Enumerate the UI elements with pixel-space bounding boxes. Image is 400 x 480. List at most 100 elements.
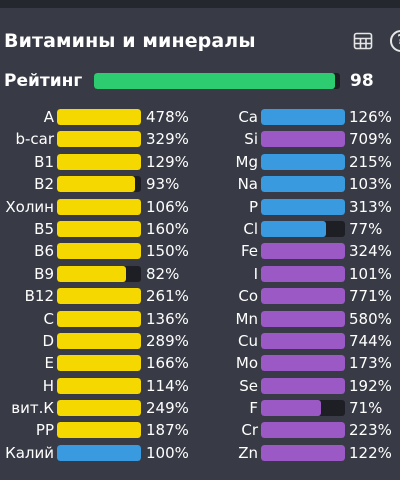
nutrient-bar-fill [261, 198, 345, 215]
nutrient-row: E 166% Mo 173% [0, 352, 400, 374]
rating-value: 98 [350, 71, 374, 91]
nutrient-bar [57, 332, 141, 349]
nutrient-bar [57, 131, 141, 148]
nutrient-name: Cu [238, 331, 258, 350]
nutrient-bar-fill [261, 288, 345, 305]
nutrient-bar-fill [57, 198, 141, 215]
nutrient-value: 126% [349, 108, 392, 126]
nutrient-row: B12 261% Co 771% [0, 285, 400, 307]
nutrient-name: Na [237, 175, 258, 194]
nutrient-name: Se [239, 376, 258, 395]
nutrient-row: C 136% Mn 580% [0, 308, 400, 330]
nutrient-row: Калий 100% Zn 122% [0, 442, 400, 464]
table-icon[interactable] [353, 31, 373, 51]
nutrient-bar [261, 332, 345, 349]
nutrient-name: Fe [240, 242, 258, 261]
nutrient-value: 289% [146, 331, 189, 350]
nutrient-row: B1 129% Mg 215% [0, 151, 400, 173]
nutrient-bar-fill [57, 153, 141, 170]
nutrient-value: 192% [349, 376, 392, 395]
nutrient-bar-fill [57, 176, 136, 193]
nutrient-bar-fill [261, 176, 345, 193]
nutrient-bar-fill [261, 310, 345, 327]
nutrient-bar [261, 422, 345, 439]
nutrient-name: P [248, 197, 258, 216]
nutrient-name: B1 [34, 152, 54, 171]
nutrient-row: D 289% Cu 744% [0, 330, 400, 352]
nutrient-bar-fill [261, 377, 345, 394]
nutrient-value: 77% [349, 219, 383, 238]
nutrient-bar-fill [261, 131, 345, 148]
nutrient-name: B2 [34, 175, 54, 194]
rating-label: Рейтинг [4, 71, 83, 91]
nutrient-bar-fill [261, 355, 345, 372]
nutrient-row: Холин 106% P 313% [0, 196, 400, 218]
help-icon[interactable]: ? [390, 30, 400, 52]
nutrient-name: B5 [34, 219, 54, 238]
nutrient-bar-fill [261, 444, 345, 461]
nutrient-value: 173% [349, 354, 392, 373]
nutrient-bar [261, 109, 345, 125]
nutrient-bar [57, 377, 141, 394]
nutrient-value: 166% [146, 354, 189, 373]
nutrient-bar [261, 400, 345, 417]
nutrient-bar-fill [57, 332, 141, 349]
nutrient-bar [261, 198, 345, 215]
nutrient-bar [261, 377, 345, 394]
nutrient-bar-fill [261, 400, 321, 417]
nutrient-value: 249% [146, 399, 189, 418]
rating-bar-fill [94, 73, 336, 89]
nutrient-bar [57, 198, 141, 215]
nutrient-value: 136% [146, 309, 189, 328]
nutrient-value: 771% [349, 287, 392, 306]
nutrient-bar-fill [57, 377, 141, 394]
nutrient-bar [57, 109, 141, 125]
nutrient-bar-fill [57, 444, 141, 461]
nutrient-value: 71% [349, 399, 383, 418]
nutrient-value: 478% [146, 108, 189, 126]
nutrient-bar [57, 288, 141, 305]
nutrient-name: Калий [5, 443, 54, 462]
nutrient-bar-fill [57, 288, 141, 305]
nutrient-value: 744% [349, 331, 392, 350]
nutrient-bar-fill [57, 109, 141, 125]
nutrient-bar-fill [261, 109, 345, 125]
nutrient-name: B6 [34, 242, 54, 261]
nutrient-bar [261, 288, 345, 305]
nutrient-name: A [43, 108, 54, 126]
page-title: Витамины и минералы [4, 30, 256, 52]
nutrient-bar-fill [57, 265, 126, 282]
nutrient-bar-fill [261, 220, 326, 237]
rating-bar [94, 73, 340, 89]
nutrient-bar [57, 220, 141, 237]
nutrient-row: B2 93% Na 103% [0, 173, 400, 195]
nutrient-value: 93% [146, 175, 180, 194]
nutrient-value: 160% [146, 219, 189, 238]
nutrient-value: 100% [146, 443, 189, 462]
nutrient-value: 101% [349, 264, 392, 283]
nutrient-row: B9 82% I 101% [0, 263, 400, 285]
nutrient-name: Mn [235, 309, 258, 328]
nutrient-name: вит.К [11, 399, 54, 418]
nutrient-name: Mg [235, 152, 258, 171]
nutrient-name: Zn [238, 443, 258, 462]
nutrient-bar [261, 243, 345, 260]
nutrient-bar-fill [57, 400, 141, 417]
top-bar [0, 0, 400, 8]
nutrient-row: b-car 329% Si 709% [0, 128, 400, 150]
nutrient-value: 150% [146, 242, 189, 261]
nutrient-list: A 478% Ca 126% b-car 329% Si 709% B1 129% Mg 215% B2… [0, 106, 400, 464]
nutrient-value: 114% [146, 376, 189, 395]
nutrient-name: H [42, 376, 54, 395]
nutrient-bar-fill [57, 220, 141, 237]
nutrient-bar [261, 355, 345, 372]
nutrient-value: 324% [349, 242, 392, 261]
nutrient-name: C [43, 309, 54, 328]
nutrient-bar-fill [57, 422, 141, 439]
nutrient-name: Cr [241, 421, 258, 440]
nutrient-bar [57, 422, 141, 439]
nutrient-bar [57, 444, 141, 461]
nutrient-bar-fill [57, 243, 141, 260]
nutrient-bar [261, 265, 345, 282]
nutrient-value: 103% [349, 175, 392, 194]
